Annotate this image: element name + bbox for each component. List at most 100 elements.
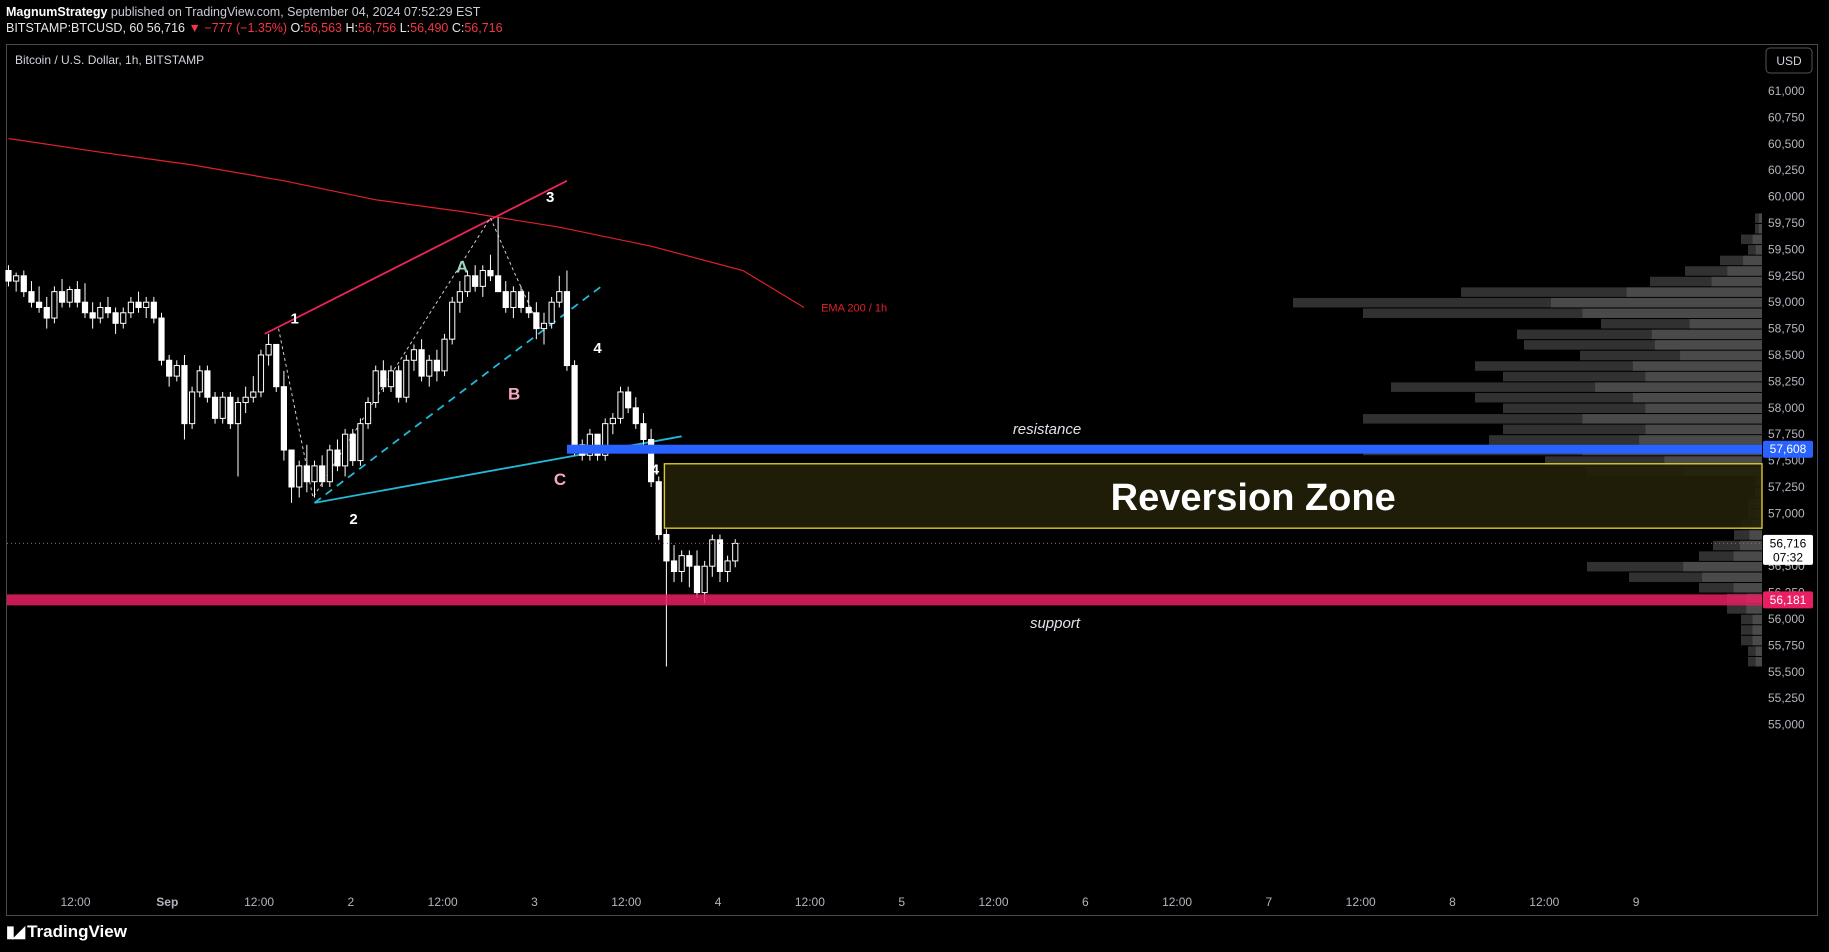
candle-body[interactable] [403,359,410,398]
candle-body[interactable] [510,291,517,308]
candle-body[interactable] [602,423,609,456]
candles[interactable] [5,217,739,667]
candle-body[interactable] [433,359,440,372]
candle-body[interactable] [533,312,540,330]
candle-body[interactable] [342,433,349,467]
candle-body[interactable] [540,322,548,330]
candle-body[interactable] [655,481,662,536]
candle-body[interactable] [678,555,685,572]
candle-body[interactable] [372,370,379,404]
candle-body[interactable] [357,423,364,462]
candle-body[interactable] [5,270,12,282]
candle-body[interactable] [464,275,471,293]
candle-body[interactable] [280,386,287,451]
candle-body[interactable] [104,306,112,314]
volume-profile-value-area [1626,287,1762,297]
candle-body[interactable] [58,291,66,303]
candle-body[interactable] [211,396,219,419]
candle-body[interactable] [670,560,678,572]
candle-body[interactable] [648,438,655,483]
candle-body[interactable] [479,270,486,287]
candle-body[interactable] [709,539,716,567]
candle-body[interactable] [426,359,433,377]
candle-body[interactable] [288,449,295,488]
currency-button-frame[interactable] [1765,47,1813,74]
candle-body[interactable] [617,391,624,419]
candle-body[interactable] [242,396,249,404]
candle-body[interactable] [632,407,639,425]
candle-body[interactable] [364,402,372,425]
candle-body[interactable] [227,396,234,425]
candle-body[interactable] [204,370,211,398]
candle-body[interactable] [120,312,127,324]
candle-body[interactable] [127,301,135,314]
candle-body[interactable] [273,343,280,388]
candle-body[interactable] [387,370,395,388]
candle-body[interactable] [716,539,724,572]
candle-body[interactable] [112,312,119,324]
candle-body[interactable] [66,289,73,303]
candle-body[interactable] [189,391,196,425]
candle-body[interactable] [20,275,27,293]
candle-body[interactable] [472,275,479,287]
candle-body[interactable] [410,349,418,361]
candle-body[interactable] [449,301,456,340]
candle-body[interactable] [571,365,578,446]
candle-body[interactable] [250,391,257,398]
candle-body[interactable] [686,555,693,567]
candle-body[interactable] [135,301,142,308]
candle-body[interactable] [74,289,81,303]
candle-body[interactable] [311,465,318,483]
candle-body[interactable] [89,312,96,319]
currency-button[interactable]: USD [1776,54,1802,68]
candle-body[interactable] [13,275,20,282]
candle-body[interactable] [724,560,731,572]
candle-body[interactable] [173,365,180,377]
candle-body[interactable] [257,354,265,393]
candle-body[interactable] [441,338,448,372]
candle-body[interactable] [395,370,402,398]
candle-body[interactable] [456,291,463,303]
candle-body[interactable] [517,291,525,308]
candle-body[interactable] [166,359,173,377]
author-name[interactable]: MagnumStrategy [6,5,108,19]
candle-body[interactable] [502,291,509,308]
candle-body[interactable] [36,301,43,308]
candle-body[interactable] [319,465,326,483]
candle-body[interactable] [693,565,701,594]
candle-body[interactable] [326,449,333,483]
candle-body[interactable] [701,565,708,594]
candle-body[interactable] [303,465,310,483]
candle-body[interactable] [663,534,670,562]
candle-body[interactable] [51,291,58,319]
candle-body[interactable] [143,301,150,308]
candle-body[interactable] [609,417,616,425]
candle-body[interactable] [334,449,341,467]
candle-body[interactable] [181,365,188,425]
tradingview-footer[interactable]: ▮◢ TradingView [6,922,127,942]
candle-body[interactable] [265,343,272,356]
candle-body[interactable] [296,465,303,488]
candle-body[interactable] [525,306,532,314]
candle-body[interactable] [97,306,104,319]
candle-body[interactable] [487,270,494,277]
candle-body[interactable] [380,370,387,388]
candle-body[interactable] [43,306,50,319]
candle-body[interactable] [625,391,632,409]
candle-body[interactable] [732,542,739,562]
candle-body[interactable] [640,423,647,440]
candle-body[interactable] [495,275,502,293]
candle-body[interactable] [219,396,226,419]
candle-body[interactable] [556,291,563,303]
candle-body[interactable] [158,317,165,361]
candle-body[interactable] [418,349,425,377]
candle-body[interactable] [234,402,242,425]
candle-body[interactable] [548,301,555,324]
candle-body[interactable] [563,291,571,367]
candle-body[interactable] [150,301,157,319]
candle-body[interactable] [28,291,35,303]
candle-body[interactable] [349,433,356,462]
candle-body[interactable] [81,301,89,314]
candle-body[interactable] [196,370,203,393]
